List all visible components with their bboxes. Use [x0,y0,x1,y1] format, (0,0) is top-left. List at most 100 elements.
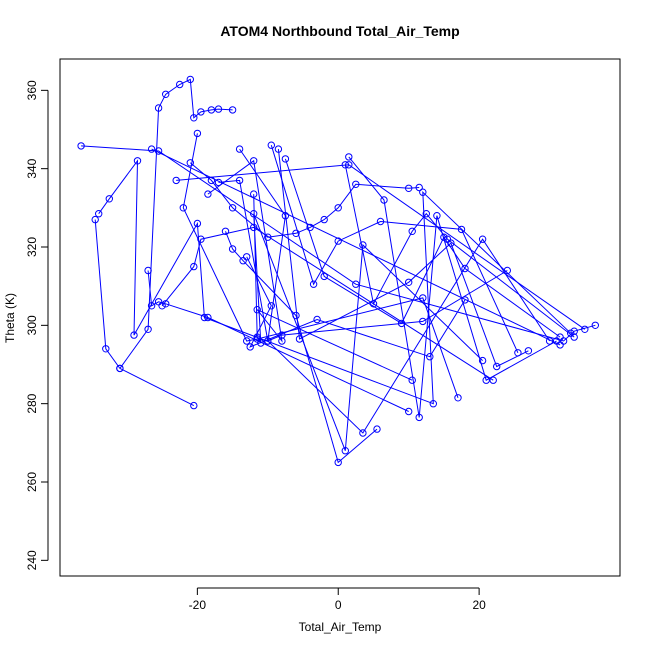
data-point [570,333,578,341]
data-point [524,347,533,355]
data-point [320,215,328,224]
data-point [426,353,434,361]
data-point [376,217,385,226]
data-point [257,339,265,347]
data-point [204,313,212,322]
series-line [253,194,483,451]
data-point [292,229,300,238]
data-point [228,106,237,114]
data-point [186,159,195,167]
y-tick-label: 300 [25,315,39,335]
data-point [228,204,237,212]
data-point [221,227,230,236]
data-point [341,161,349,169]
data-point [457,225,466,234]
data-point [204,190,212,198]
data-point [380,196,388,204]
data-point [144,266,152,275]
data-point [552,337,561,345]
data-point [503,266,511,275]
data-point [359,241,367,249]
data-point [235,145,244,153]
data-point [405,278,413,286]
series-line [189,162,420,238]
data-point [207,176,216,185]
data-point [454,394,462,402]
data-point [190,262,198,271]
data-point [214,105,223,113]
data-point [397,319,406,328]
series-line [119,78,233,369]
data-point [341,447,349,455]
data-point [235,176,244,185]
data-point [278,337,286,345]
data-point [359,429,367,437]
data-point [281,155,290,163]
data-point [429,400,437,408]
data-point [102,345,110,353]
data-point [186,75,195,84]
data-point [130,331,138,339]
data-point [91,215,99,224]
data-point [162,300,170,308]
data-point [95,210,103,218]
series-line [176,164,586,330]
series-line [277,149,529,368]
data-point [313,315,321,324]
data-point [179,204,188,212]
data-point [461,296,469,304]
axes-layer: -20 0 20 240 260 280 300 320 340 360 [25,80,486,612]
x-axis-label: Total_Air_Temp [299,620,382,634]
data-point [243,337,251,345]
series-line [98,159,572,405]
data-point [489,376,497,384]
data-point [197,235,205,243]
data-point [422,210,430,218]
series-line [246,256,466,358]
data-point [250,157,258,165]
y-tick-label: 240 [25,550,39,570]
data-point [207,106,216,114]
data-point [320,272,328,281]
data-point [116,364,124,373]
data-point [190,114,198,122]
plot-frame [59,58,621,577]
data-point [482,376,490,384]
data-point [267,141,275,149]
data-point [200,313,209,322]
data-point [267,302,275,310]
data-point [197,108,205,116]
data-point [147,302,156,310]
data-point [250,210,258,218]
data-point [478,356,487,365]
data-point [405,407,413,416]
x-tick-label: 20 [472,598,486,612]
data-point [334,237,342,245]
data-point [419,317,427,326]
data-point [250,223,258,232]
data-point [443,235,452,243]
data-point [433,212,441,220]
series-line [151,148,561,346]
data-point [154,147,163,155]
series-line [344,164,575,338]
series-line [81,145,596,342]
data-point [176,80,184,89]
data-point [250,190,258,198]
data-point [158,302,166,310]
data-point [514,349,522,357]
y-axis-label: Theta (K) [3,293,17,343]
data-point [493,362,501,371]
series-layer [77,75,599,467]
data-point [408,227,416,236]
data-point [214,178,223,187]
y-tick-label: 340 [25,158,39,178]
x-tick-label: 0 [335,598,342,612]
y-tick-label: 260 [25,472,39,492]
y-tick-label: 320 [25,237,39,257]
series-line [218,179,508,342]
data-point [369,300,378,308]
data-point [419,294,427,302]
data-point [243,253,251,261]
